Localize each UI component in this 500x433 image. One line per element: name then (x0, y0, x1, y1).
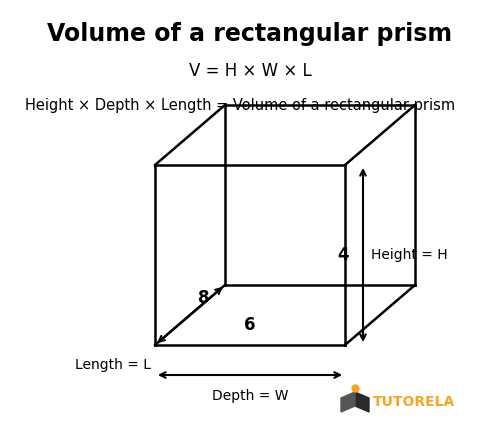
Text: Length = L: Length = L (75, 358, 151, 372)
Text: 4: 4 (338, 246, 349, 264)
Text: Volume of a rectangular prism: Volume of a rectangular prism (48, 22, 452, 46)
Polygon shape (341, 392, 355, 412)
Text: V = H × W × L: V = H × W × L (188, 62, 312, 80)
Polygon shape (355, 392, 369, 412)
Text: Height × Depth × Length = Volume of a rectangular prism: Height × Depth × Length = Volume of a re… (25, 98, 455, 113)
Text: 6: 6 (244, 316, 256, 334)
Text: TUTORELA: TUTORELA (373, 395, 455, 409)
Text: Height = H: Height = H (371, 248, 448, 262)
Text: 8: 8 (198, 289, 209, 307)
Text: Depth = W: Depth = W (212, 389, 288, 403)
